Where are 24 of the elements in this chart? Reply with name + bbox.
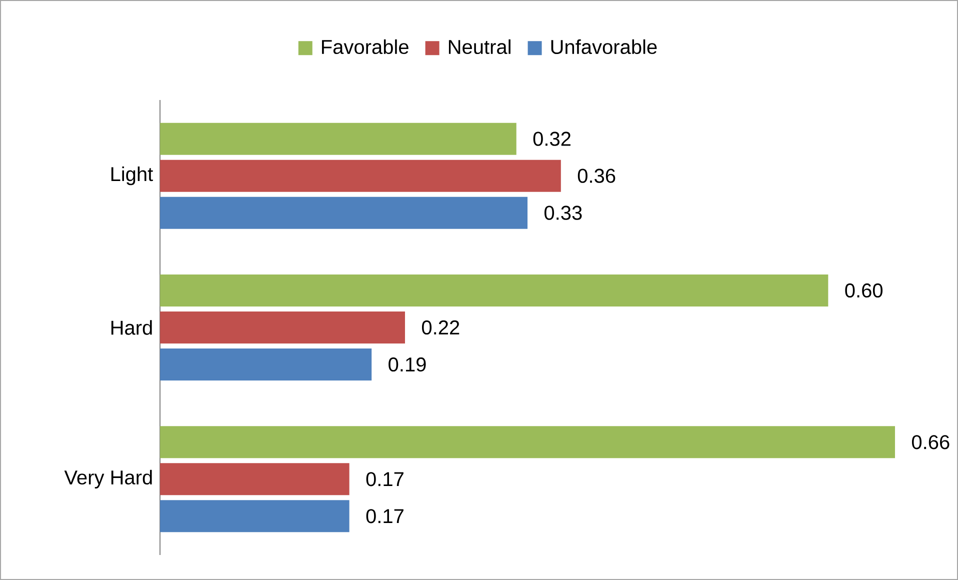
bar [160,348,372,380]
legend-label: Favorable [322,39,408,54]
bar [160,196,528,229]
data-label: 0.17 [366,509,404,524]
bar [160,274,828,306]
y-tick-label: Very Hard [64,470,152,488]
y-tick-label: Hard [111,320,152,335]
bar [160,463,350,496]
y-tick-label: Light [111,166,153,186]
data-label: 0.36 [578,168,616,183]
data-label: 0.66 [912,435,950,450]
bar [160,160,561,192]
data-label: 0.33 [544,206,582,220]
bar [160,500,350,532]
data-label: 0.19 [388,357,426,372]
data-label: 0.60 [845,283,883,298]
bar [160,122,516,155]
legend-label: Neutral [448,39,510,54]
bar [160,426,895,458]
data-label: 0.32 [533,132,570,146]
legend-label: Unfavorable [551,39,657,54]
data-label: 0.17 [366,472,404,486]
bar [160,311,406,344]
data-label: 0.22 [422,320,460,335]
